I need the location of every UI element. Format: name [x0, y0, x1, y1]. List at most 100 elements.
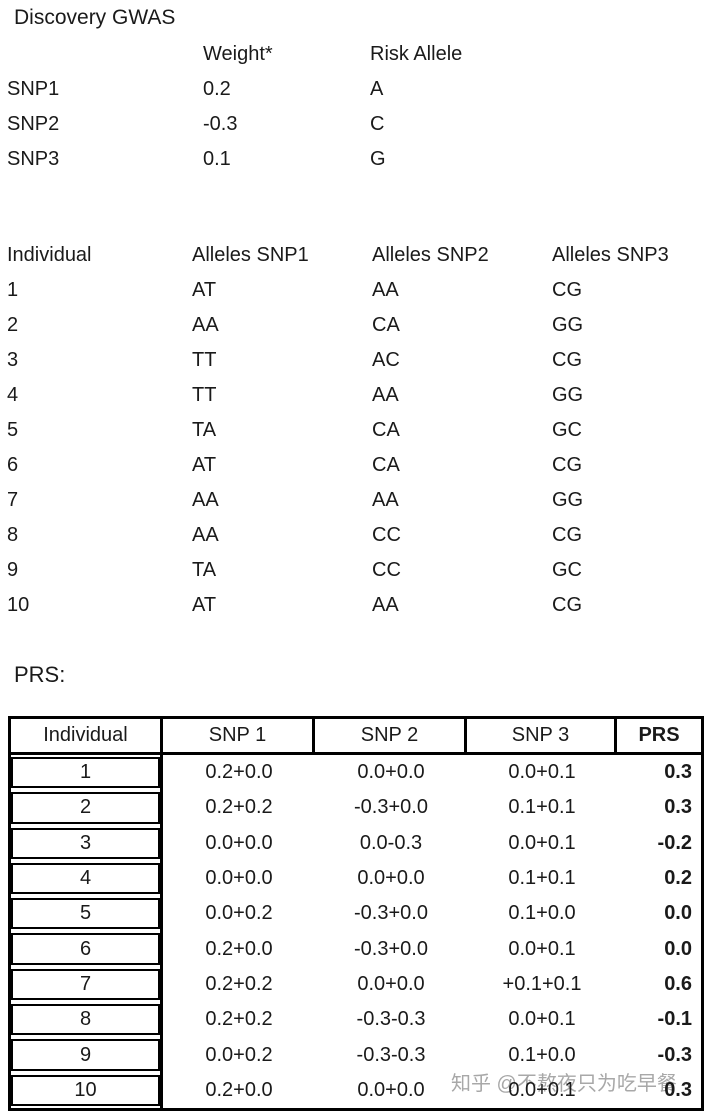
prs-score: 0.3 [664, 796, 692, 819]
prs-snp2: -0.3-0.3 [356, 1043, 426, 1066]
prs-individual-cell: 4 [11, 860, 163, 897]
page-title: Discovery GWAS [14, 6, 176, 29]
prs-snp1: 0.2+0.2 [205, 1008, 273, 1031]
prs-individual-cell: 10 [11, 1072, 163, 1108]
genotype-snp3: CG [552, 594, 582, 616]
prs-score: 0.0 [664, 937, 692, 960]
prs-snp2: -0.3+0.0 [354, 796, 428, 819]
prs-snp3: 0.1+0.0 [508, 1043, 576, 1066]
genotype-snp2: AC [372, 349, 400, 371]
genotype-individual: 3 [7, 349, 19, 371]
weights-header-weight: Weight* [203, 43, 273, 65]
prs-snp2: 0.0-0.3 [359, 831, 423, 854]
genotype-snp3: CG [552, 349, 582, 371]
prs-header-individual: Individual [11, 719, 163, 755]
weights-table: Weight* Risk Allele SNP1 0.2 A SNP2 -0.3… [7, 37, 702, 177]
genotype-snp2: CC [372, 524, 401, 546]
prs-individual-cell: 5 [11, 896, 163, 932]
prs-snp1: 0.0+0.0 [205, 831, 273, 854]
prs-score: 0.3 [664, 761, 692, 784]
weights-header-spacer [7, 37, 203, 72]
prs-snp2: 0.0+0.0 [357, 972, 425, 995]
prs-score: -0.2 [657, 831, 692, 854]
prs-individual: 5 [11, 898, 160, 930]
prs-score: 0.3 [664, 1078, 692, 1101]
prs-snp3: 0.1+0.0 [508, 902, 576, 925]
prs-individual-cell: 9 [11, 1037, 163, 1073]
genotype-individual: 1 [7, 279, 19, 301]
weights-row-weight: 0.2 [203, 78, 231, 100]
prs-header-snp3: SNP 3 [467, 719, 617, 755]
weights-row-risk-allele: A [370, 78, 384, 100]
genotype-snp3: GC [552, 559, 582, 581]
weights-row-risk-allele: G [370, 148, 386, 170]
genotype-snp1: TA [192, 559, 217, 581]
genotype-snp2: AA [372, 384, 399, 406]
weights-row-risk-allele: C [370, 113, 385, 135]
genotype-individual: 6 [7, 454, 19, 476]
genotype-snp2: AA [372, 279, 399, 301]
genotype-snp1: AT [192, 594, 217, 616]
genotype-snp3: CG [552, 454, 582, 476]
weights-row-label: SNP1 [7, 78, 60, 100]
prs-table: Individual SNP 1 SNP 2 SNP 3 PRS 1 0.2+0… [8, 716, 704, 1111]
prs-snp1: 0.0+0.2 [205, 902, 273, 925]
genotype-snp1: AT [192, 279, 217, 301]
prs-individual: 9 [11, 1039, 160, 1071]
prs-individual-cell: 8 [11, 1002, 163, 1038]
genotypes-header-individual: Individual [7, 244, 92, 266]
genotypes-header-snp3: Alleles SNP3 [552, 244, 669, 266]
prs-score: 0.6 [664, 972, 692, 995]
prs-individual: 1 [11, 757, 160, 789]
prs-score: -0.3 [657, 1043, 692, 1066]
weights-header-risk-allele: Risk Allele [370, 43, 463, 65]
prs-snp1: 0.2+0.0 [205, 937, 273, 960]
genotypes-table: Individual Alleles SNP1 Alleles SNP2 All… [7, 238, 702, 623]
prs-individual-cell: 1 [11, 755, 163, 791]
prs-snp2: -0.3-0.3 [356, 1008, 426, 1031]
genotype-snp1: AA [192, 314, 219, 336]
prs-individual-cell: 7 [11, 966, 163, 1003]
genotype-snp3: GG [552, 489, 584, 511]
genotype-snp3: GC [552, 419, 582, 441]
prs-section-label: PRS: [14, 662, 66, 687]
genotype-snp1: TT [192, 349, 217, 371]
prs-individual-cell: 6 [11, 931, 163, 967]
prs-snp3: 0.0+0.1 [508, 831, 576, 854]
watermark: 知乎 @不熬夜只为吃早餐 [451, 1073, 677, 1095]
prs-snp3: 0.1+0.1 [508, 796, 576, 819]
prs-snp2: -0.3+0.0 [354, 902, 428, 925]
prs-score: 0.0 [664, 902, 692, 925]
genotype-snp1: AA [192, 524, 219, 546]
prs-individual: 8 [11, 1004, 160, 1036]
prs-snp3: 0.0+0.1 [508, 1008, 576, 1031]
genotype-snp2: AA [372, 594, 399, 616]
prs-individual: 6 [11, 933, 160, 965]
prs-snp1: 0.0+0.0 [205, 867, 273, 890]
prs-header-prs: PRS [617, 719, 701, 755]
genotype-individual: 2 [7, 314, 19, 336]
genotype-snp3: CG [552, 524, 582, 546]
prs-individual: 2 [11, 792, 160, 824]
genotype-individual: 9 [7, 559, 19, 581]
prs-snp3: 0.0+0.1 [508, 1078, 576, 1101]
prs-individual: 3 [11, 827, 160, 859]
prs-snp2: 0.0+0.0 [357, 867, 425, 890]
genotype-snp1: TA [192, 419, 217, 441]
prs-snp2: -0.3+0.0 [354, 937, 428, 960]
genotype-snp1: AA [192, 489, 219, 511]
weights-row-weight: 0.1 [203, 148, 231, 170]
prs-individual-cell: 2 [11, 790, 163, 826]
prs-snp2: 0.0+0.0 [357, 761, 425, 784]
prs-snp2: 0.0+0.0 [357, 1078, 425, 1101]
prs-snp3: 0.0+0.1 [508, 761, 576, 784]
genotype-snp3: GG [552, 384, 584, 406]
genotypes-header-snp1: Alleles SNP1 [192, 244, 309, 266]
genotype-snp3: GG [552, 314, 584, 336]
prs-individual: 10 [11, 1074, 160, 1106]
prs-snp1: 0.2+0.0 [205, 761, 273, 784]
genotype-individual: 7 [7, 489, 19, 511]
genotype-snp2: CA [372, 419, 400, 441]
weights-row-weight: -0.3 [203, 113, 238, 135]
prs-score: -0.1 [657, 1008, 692, 1031]
